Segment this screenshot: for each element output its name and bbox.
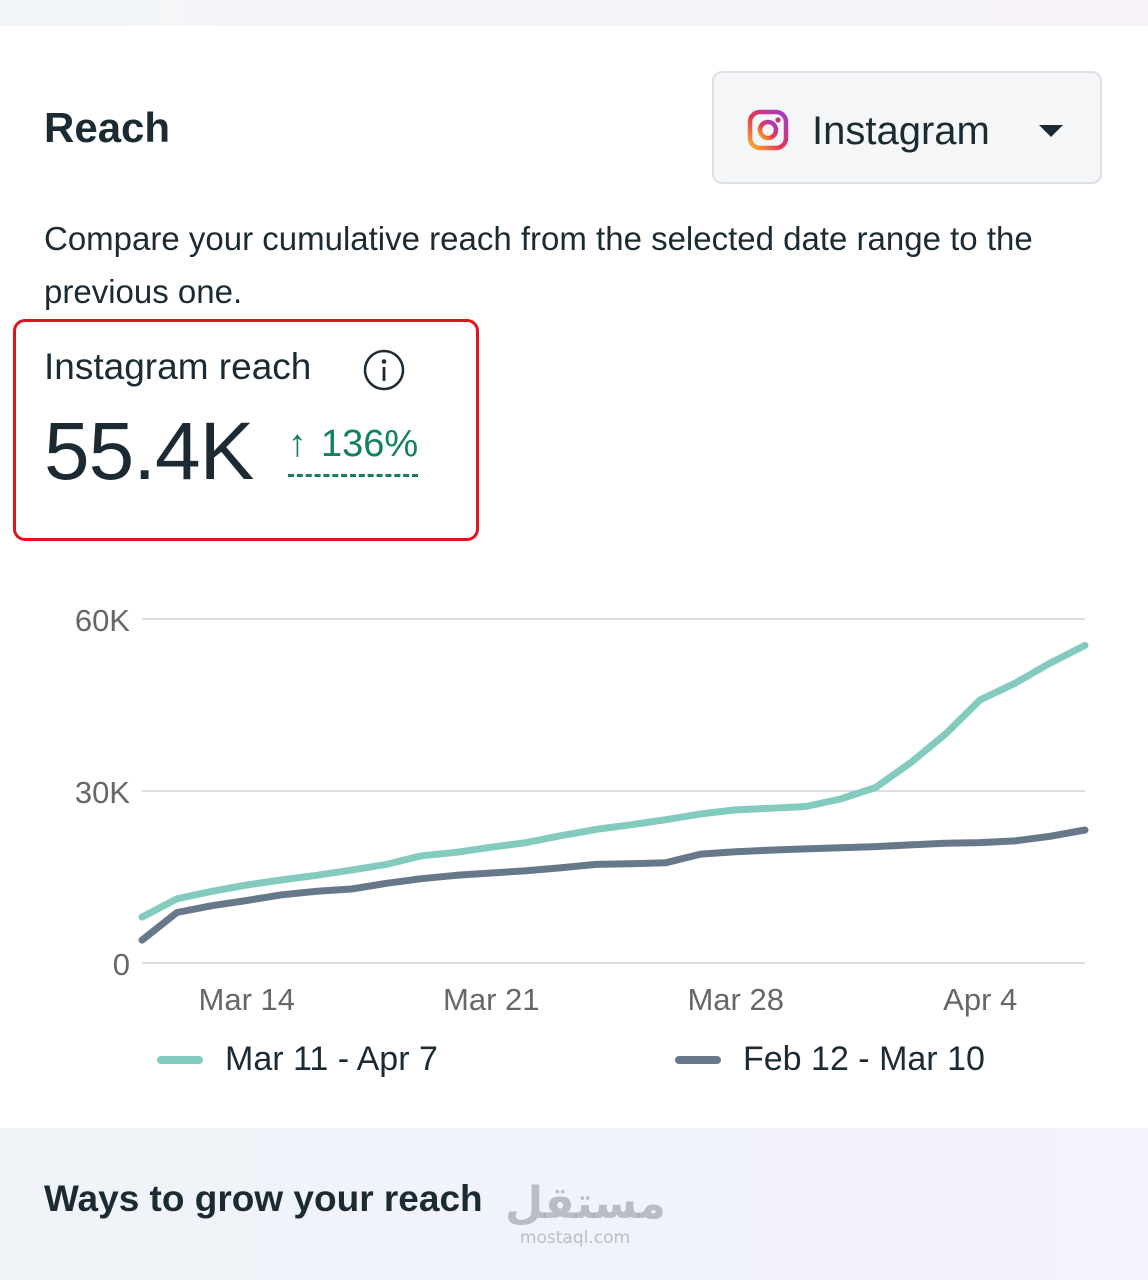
- legend-label-previous: Feb 12 - Mar 10: [743, 1040, 985, 1078]
- legend-item-previous[interactable]: Feb 12 - Mar 10: [675, 1040, 985, 1079]
- info-icon[interactable]: [362, 348, 406, 392]
- grow-reach-title: Ways to grow your reach: [44, 1178, 483, 1219]
- legend-item-current[interactable]: Mar 11 - Apr 7: [157, 1040, 438, 1079]
- x-tick-label: Mar 21: [443, 982, 539, 1017]
- metric-change-value: 136%: [321, 423, 419, 465]
- metric-value: 55.4K: [44, 406, 254, 497]
- legend-label-current: Mar 11 - Apr 7: [225, 1040, 438, 1078]
- highlight-box: [13, 319, 479, 541]
- legend-swatch-previous: [675, 1055, 721, 1064]
- reach-chart: 0 30K 60K Mar 14 Mar 21 Mar 28 Apr 4: [75, 603, 1089, 1017]
- section-description: Compare your cumulative reach from the s…: [44, 220, 1033, 310]
- y-tick-label: 30K: [75, 775, 130, 810]
- grow-reach-panel: Ways to grow your reach: [0, 1128, 1148, 1280]
- y-tick-label: 0: [113, 947, 130, 982]
- metric-change[interactable]: ↑ 136%: [288, 423, 419, 477]
- watermark-arabic: مستقل: [505, 1178, 666, 1229]
- series-line-0: [138, 641, 1089, 921]
- metric-label: Instagram reach: [44, 346, 312, 387]
- watermark-logo: مستقل mostaql.com: [505, 1178, 666, 1249]
- watermark-latin: mostaql.com: [519, 1228, 631, 1248]
- series-line-1: [138, 826, 1089, 944]
- legend-swatch-current: [157, 1055, 203, 1064]
- x-tick-label: Mar 28: [687, 982, 783, 1017]
- top-strip: [0, 0, 1148, 26]
- arrow-up-icon: ↑: [288, 423, 307, 465]
- section-title: Reach: [44, 104, 171, 151]
- instagram-icon: [747, 109, 789, 151]
- caret-down-icon: [1039, 125, 1063, 137]
- platform-dropdown[interactable]: Instagram: [712, 71, 1102, 184]
- y-tick-label: 60K: [75, 603, 130, 638]
- x-tick-label: Mar 14: [199, 982, 295, 1017]
- platform-dropdown-label: Instagram: [812, 109, 990, 153]
- x-tick-label: Apr 4: [943, 982, 1017, 1017]
